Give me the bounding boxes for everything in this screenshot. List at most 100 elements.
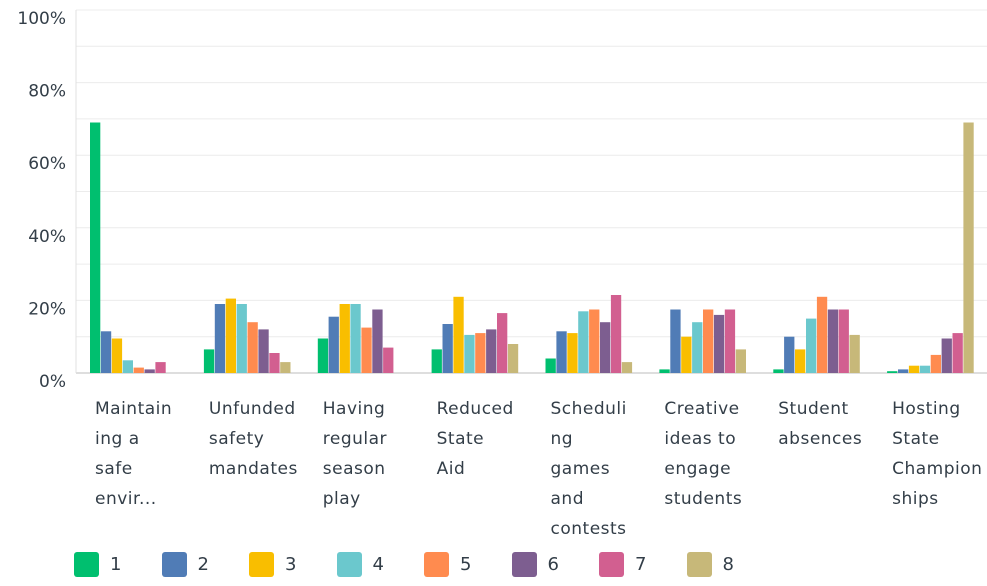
bar-series-8-cat-7 [849, 334, 860, 373]
bar-series-5-cat-7 [816, 296, 828, 373]
bar-series-5-cat-1 [133, 367, 144, 373]
bar-series-8-cat-4 [507, 344, 519, 373]
bar-series-5-cat-3 [361, 327, 372, 373]
bar-series-6-cat-4 [486, 329, 497, 373]
legend-label: 4 [372, 554, 384, 575]
bar-series-3-cat-6 [681, 336, 692, 373]
legend-swatch [599, 552, 624, 577]
bar-series-3-cat-2 [225, 298, 236, 373]
bar-series-5-cat-8 [930, 354, 941, 373]
legend-swatch [74, 552, 99, 577]
bar-series-4-cat-2 [236, 304, 247, 373]
bar-series-7-cat-3 [383, 347, 394, 373]
x-category-label: Having regular season play [322, 399, 388, 509]
legend-item-7[interactable]: 7 [599, 552, 646, 577]
bar-series-8-cat-5 [621, 362, 633, 373]
bar-series-2-cat-8 [898, 369, 909, 373]
x-category-label: Hosting State Champion ships [892, 399, 983, 509]
bar-series-7-cat-7 [838, 309, 849, 373]
bar-series-5-cat-5 [589, 309, 600, 373]
legend-label: 3 [285, 554, 297, 575]
bar-series-6-cat-6 [713, 314, 725, 373]
bar-series-3-cat-1 [111, 338, 123, 373]
legend-item-5[interactable]: 5 [424, 552, 471, 577]
bar-series-4-cat-8 [919, 365, 931, 373]
bar-series-2-cat-3 [328, 316, 339, 373]
bar-series-3-cat-5 [567, 333, 578, 373]
bar-series-2-cat-6 [670, 309, 681, 373]
bar-series-1-cat-4 [431, 349, 442, 373]
y-tick-label: 100% [17, 9, 66, 29]
bar-series-2-cat-5 [556, 331, 567, 373]
legend-swatch [161, 552, 187, 577]
bar-series-7-cat-5 [610, 295, 622, 373]
bar-series-1-cat-7 [773, 369, 784, 373]
x-category-label: Student absences [778, 399, 863, 449]
legend-swatch [686, 552, 712, 577]
legend-swatch [249, 552, 274, 577]
bar-series-1-cat-8 [887, 371, 898, 373]
bar-series-1-cat-2 [203, 349, 215, 373]
bar-series-2-cat-1 [100, 331, 112, 373]
bar-series-8-cat-2 [280, 362, 291, 373]
legend-label: 7 [635, 554, 647, 575]
legend-label: 2 [197, 554, 209, 575]
x-category-label: Unfunded safety mandates [208, 399, 298, 479]
bar-series-6-cat-7 [827, 309, 839, 373]
legend-item-6[interactable]: 6 [511, 552, 559, 577]
bar-series-4-cat-6 [692, 322, 703, 373]
bar-series-1-cat-1 [90, 122, 101, 373]
bar-series-2-cat-4 [442, 324, 453, 373]
y-tick-label: 40% [28, 227, 66, 247]
x-category-label: Maintain ing a safe envir... [95, 399, 173, 509]
legend-swatch [336, 552, 362, 577]
legend-label: 5 [460, 554, 472, 575]
legend-item-2[interactable]: 2 [161, 552, 209, 577]
bar-series-3-cat-8 [908, 365, 920, 373]
bar-series-7-cat-8 [952, 333, 963, 373]
bar-series-8-cat-6 [735, 349, 746, 373]
y-axis: 0% 20% 40% 60% 80% 100% [17, 9, 66, 392]
bar-series-6-cat-5 [600, 322, 611, 373]
y-tick-label: 80% [28, 82, 66, 102]
bar-series-5-cat-2 [247, 322, 258, 373]
legend-item-1[interactable]: 1 [74, 552, 121, 577]
gridlines [75, 9, 987, 374]
bar-series-4-cat-4 [464, 334, 475, 373]
legend-item-4[interactable]: 4 [336, 552, 384, 577]
legend-swatch [424, 552, 449, 577]
bar-series-4-cat-1 [122, 360, 133, 373]
bar-series-2-cat-7 [784, 336, 795, 373]
y-tick-label: 20% [28, 299, 66, 319]
bar-series-1-cat-3 [317, 338, 329, 373]
legend-item-3[interactable]: 3 [249, 552, 296, 577]
bar-series-2-cat-2 [214, 304, 226, 373]
y-tick-label: 60% [28, 154, 66, 174]
bar-series-6-cat-3 [372, 309, 383, 373]
bar-series-3-cat-3 [339, 304, 350, 373]
bar-series-6-cat-2 [258, 329, 269, 373]
bar-series-3-cat-4 [453, 296, 464, 373]
bar-series-5-cat-6 [703, 309, 714, 373]
x-category-label: Creative ideas to engage students [664, 399, 743, 509]
bar-series-4-cat-5 [578, 311, 589, 373]
bar-series-6-cat-1 [144, 369, 155, 373]
bars [90, 122, 974, 373]
y-tick-label: 0% [39, 372, 66, 392]
bar-series-4-cat-7 [806, 318, 817, 373]
x-category-label: Scheduli ng games and contests [550, 399, 627, 539]
bar-series-7-cat-1 [155, 362, 166, 373]
legend-swatch [511, 552, 537, 577]
bar-series-7-cat-4 [497, 313, 508, 373]
bar-series-7-cat-2 [269, 353, 280, 373]
bar-series-3-cat-7 [795, 349, 806, 373]
bar-series-5-cat-4 [475, 333, 486, 373]
x-category-label: Reduced State Aid [436, 399, 514, 479]
legend-label: 6 [547, 554, 559, 575]
bar-series-6-cat-8 [941, 338, 952, 373]
legend-label: 8 [722, 554, 734, 575]
legend-item-8[interactable]: 8 [686, 552, 734, 577]
bar-series-8-cat-8 [963, 122, 974, 373]
bar-series-1-cat-6 [659, 369, 670, 373]
